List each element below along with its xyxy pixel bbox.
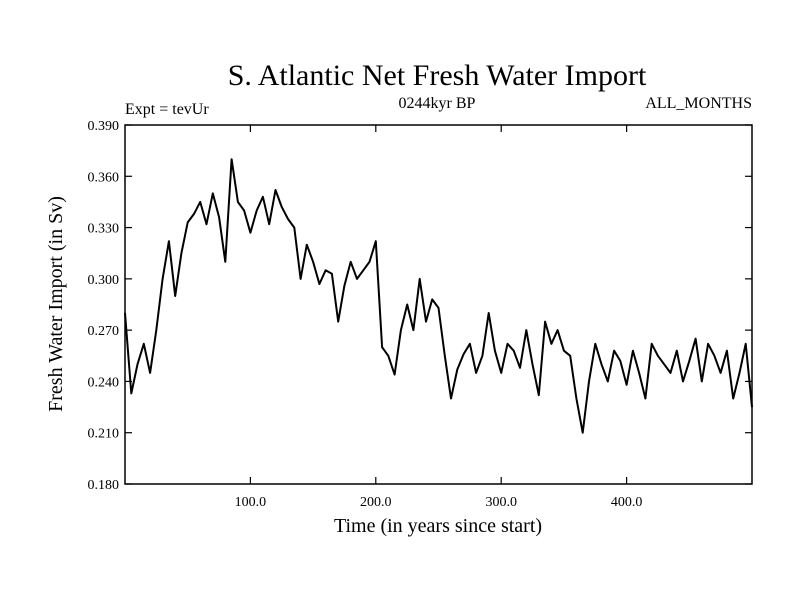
y-tick-label: 0.390: [88, 119, 120, 134]
x-tick-label: 200.0: [360, 495, 392, 510]
y-tick-label: 0.210: [88, 427, 120, 442]
x-tick-label: 300.0: [485, 495, 517, 510]
y-tick-label: 0.330: [88, 222, 120, 237]
y-axis-ticks: 0.180 0.210 0.240 0.270 0.300 0.330 0.360 0.390: [88, 119, 752, 493]
months-label: ALL_MONTHS: [645, 95, 752, 112]
y-tick-label: 0.240: [88, 375, 120, 390]
experiment-label: Expt = tevUr: [125, 101, 209, 118]
x-axis-ticks: 100.0 200.0 300.0 400.0: [235, 125, 643, 510]
x-tick-label: 400.0: [611, 495, 643, 510]
y-tick-label: 0.300: [88, 273, 120, 288]
y-tick-label: 0.180: [88, 478, 120, 493]
x-tick-label: 100.0: [235, 495, 267, 510]
y-tick-label: 0.270: [88, 324, 120, 339]
y-axis-label: Fresh Water Import (in Sv): [45, 196, 67, 412]
x-axis-label: Time (in years since start): [334, 515, 542, 537]
chart-title: S. Atlantic Net Fresh Water Import: [228, 59, 647, 92]
period-label: 0244kyr BP: [399, 95, 476, 112]
plot-frame: [124, 124, 753, 485]
y-tick-label: 0.360: [88, 170, 120, 185]
series-line: [124, 158, 753, 434]
